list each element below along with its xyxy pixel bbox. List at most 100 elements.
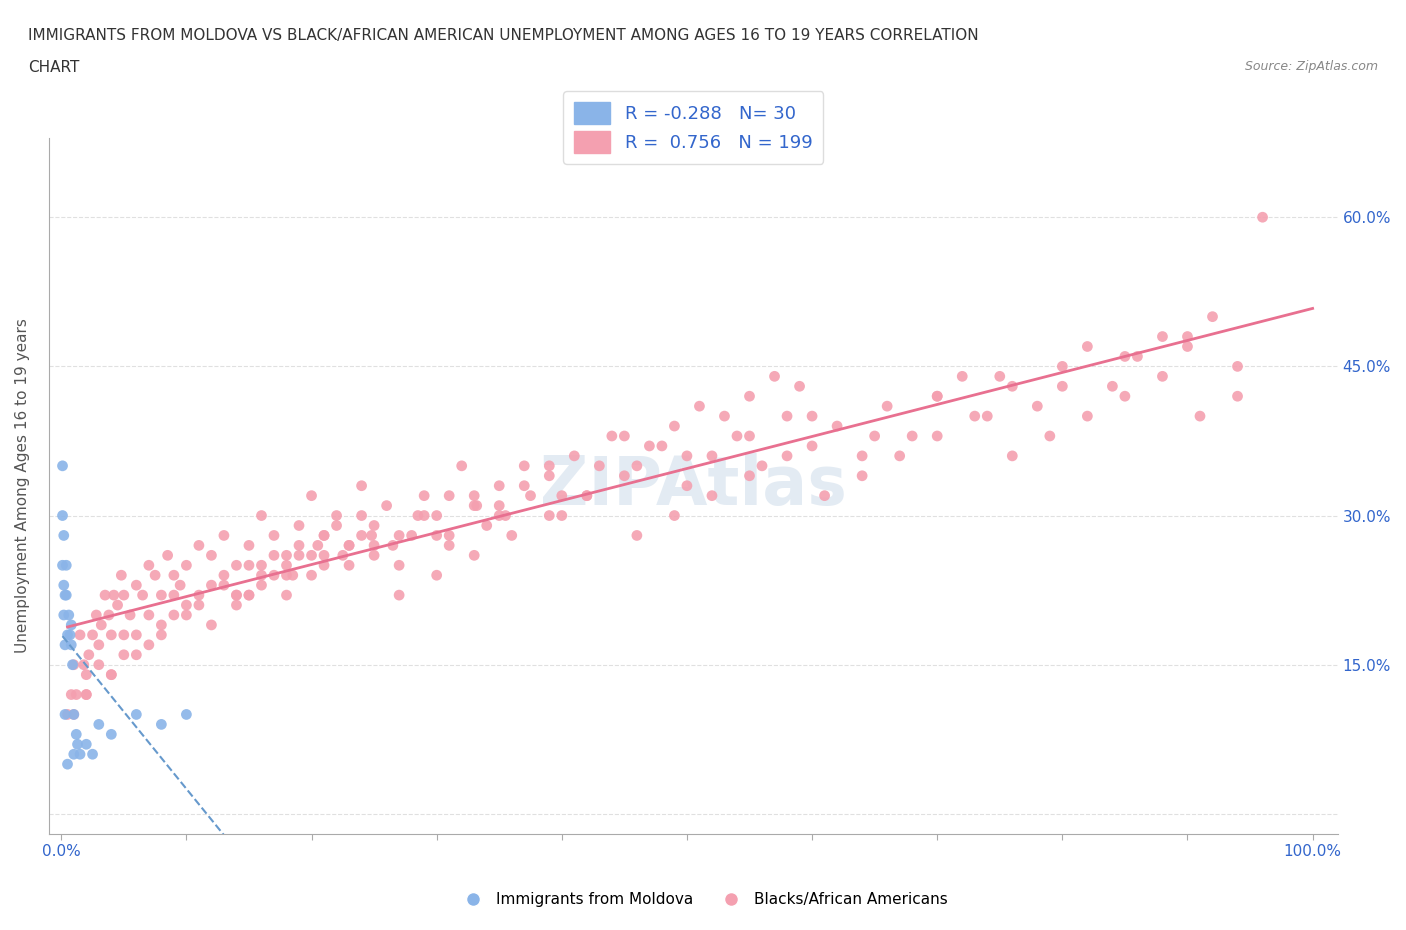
- Point: [125, 578, 148, 592]
- Point: [276, 548, 298, 563]
- Point: [62, 707, 84, 722]
- Point: [52, 528, 75, 543]
- Point: [75, 687, 97, 702]
- Point: [1076, 408, 1098, 423]
- Point: [150, 628, 173, 643]
- Point: [112, 588, 135, 603]
- Point: [212, 568, 235, 583]
- Legend: R = -0.288   N= 30, R =  0.756   N = 199: R = -0.288 N= 30, R = 0.756 N = 199: [564, 91, 823, 164]
- Point: [138, 558, 160, 573]
- Point: [801, 408, 824, 423]
- Point: [163, 568, 186, 583]
- Point: [312, 548, 335, 563]
- Point: [825, 418, 848, 433]
- Point: [375, 498, 398, 513]
- Point: [350, 478, 373, 493]
- Point: [263, 548, 285, 563]
- Point: [1152, 369, 1174, 384]
- Point: [413, 508, 436, 523]
- Point: [176, 558, 198, 573]
- Point: [725, 429, 748, 444]
- Point: [288, 548, 311, 563]
- Point: [413, 488, 436, 503]
- Point: [212, 528, 235, 543]
- Point: [463, 488, 485, 503]
- Text: ZIPAtlas: ZIPAtlas: [540, 453, 846, 519]
- Point: [82, 628, 104, 643]
- Point: [107, 598, 129, 613]
- Point: [1152, 329, 1174, 344]
- Point: [337, 538, 360, 552]
- Point: [575, 488, 598, 503]
- Point: [200, 578, 222, 592]
- Point: [676, 448, 699, 463]
- Point: [1226, 359, 1249, 374]
- Point: [288, 538, 311, 552]
- Point: [110, 568, 132, 583]
- Point: [789, 379, 811, 393]
- Point: [325, 508, 347, 523]
- Point: [77, 647, 100, 662]
- Point: [51, 558, 73, 573]
- Point: [125, 628, 148, 643]
- Point: [495, 508, 517, 523]
- Point: [388, 588, 411, 603]
- Point: [776, 408, 799, 423]
- Point: [307, 538, 329, 552]
- Point: [69, 747, 91, 762]
- Point: [56, 757, 79, 772]
- Point: [66, 737, 89, 751]
- Point: [100, 727, 122, 742]
- Point: [97, 607, 120, 622]
- Point: [62, 658, 84, 672]
- Point: [250, 568, 273, 583]
- Point: [138, 607, 160, 622]
- Point: [664, 508, 686, 523]
- Point: [100, 667, 122, 682]
- Point: [1001, 448, 1024, 463]
- Point: [200, 548, 222, 563]
- Point: [751, 458, 773, 473]
- Point: [90, 618, 112, 632]
- Point: [169, 578, 191, 592]
- Point: [337, 538, 360, 552]
- Point: [163, 588, 186, 603]
- Point: [363, 548, 385, 563]
- Point: [276, 588, 298, 603]
- Point: [813, 488, 835, 503]
- Point: [1001, 379, 1024, 393]
- Point: [301, 548, 323, 563]
- Point: [613, 429, 636, 444]
- Y-axis label: Unemployment Among Ages 16 to 19 years: Unemployment Among Ages 16 to 19 years: [15, 318, 30, 653]
- Point: [276, 558, 298, 573]
- Point: [55, 588, 77, 603]
- Point: [62, 707, 84, 722]
- Point: [150, 717, 173, 732]
- Point: [437, 538, 460, 552]
- Point: [1188, 408, 1211, 423]
- Point: [120, 607, 142, 622]
- Point: [488, 478, 510, 493]
- Point: [801, 439, 824, 454]
- Point: [163, 607, 186, 622]
- Point: [475, 518, 498, 533]
- Point: [927, 389, 949, 404]
- Point: [225, 588, 247, 603]
- Point: [56, 628, 79, 643]
- Point: [187, 588, 209, 603]
- Point: [112, 628, 135, 643]
- Point: [238, 558, 260, 573]
- Point: [62, 747, 84, 762]
- Point: [103, 588, 125, 603]
- Point: [301, 488, 323, 503]
- Point: [75, 687, 97, 702]
- Point: [87, 637, 110, 652]
- Point: [350, 508, 373, 523]
- Point: [988, 369, 1011, 384]
- Point: [463, 498, 485, 513]
- Point: [776, 448, 799, 463]
- Point: [350, 528, 373, 543]
- Point: [501, 528, 523, 543]
- Text: IMMIGRANTS FROM MOLDOVA VS BLACK/AFRICAN AMERICAN UNEMPLOYMENT AMONG AGES 16 TO : IMMIGRANTS FROM MOLDOVA VS BLACK/AFRICAN…: [28, 28, 979, 43]
- Point: [851, 469, 873, 484]
